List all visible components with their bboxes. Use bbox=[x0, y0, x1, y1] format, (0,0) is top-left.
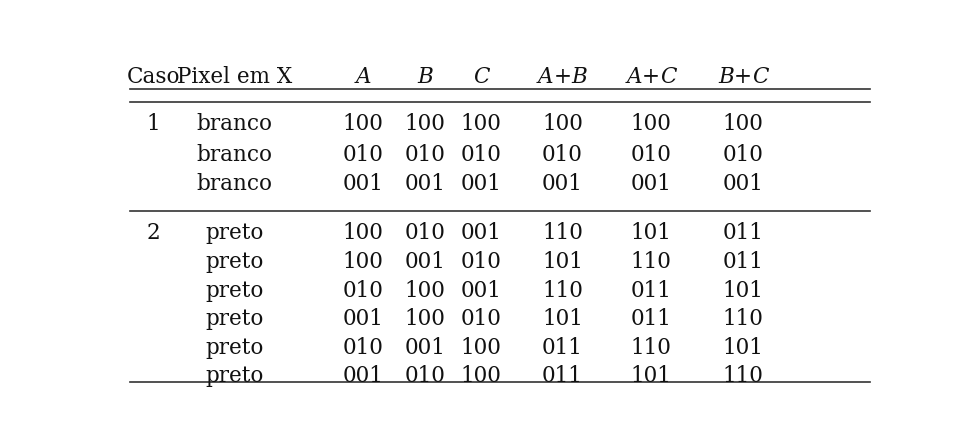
Text: A: A bbox=[537, 66, 553, 88]
Text: 100: 100 bbox=[342, 251, 383, 273]
Text: 001: 001 bbox=[404, 337, 445, 359]
Text: 001: 001 bbox=[461, 280, 501, 302]
Text: 110: 110 bbox=[542, 280, 582, 302]
Text: 010: 010 bbox=[542, 144, 582, 166]
Text: Pixel em X: Pixel em X bbox=[177, 66, 292, 88]
Text: 110: 110 bbox=[630, 251, 671, 273]
Text: 101: 101 bbox=[542, 251, 582, 273]
Text: 010: 010 bbox=[404, 365, 445, 386]
Text: 100: 100 bbox=[404, 280, 445, 302]
Text: 100: 100 bbox=[722, 113, 763, 135]
Text: preto: preto bbox=[205, 337, 264, 359]
Text: 001: 001 bbox=[342, 173, 383, 194]
Text: B: B bbox=[717, 66, 734, 88]
Text: 010: 010 bbox=[722, 144, 763, 166]
Text: 010: 010 bbox=[461, 144, 501, 166]
Text: 110: 110 bbox=[630, 337, 671, 359]
Text: Caso: Caso bbox=[126, 66, 180, 88]
Text: 010: 010 bbox=[342, 337, 383, 359]
Text: 001: 001 bbox=[461, 173, 501, 194]
Text: 001: 001 bbox=[461, 222, 501, 244]
Text: +: + bbox=[734, 66, 751, 88]
Text: 100: 100 bbox=[404, 113, 445, 135]
Text: 011: 011 bbox=[542, 365, 582, 386]
Text: 010: 010 bbox=[342, 144, 383, 166]
Text: 100: 100 bbox=[630, 113, 671, 135]
Text: +: + bbox=[553, 66, 571, 88]
Text: branco: branco bbox=[197, 144, 273, 166]
Text: 1: 1 bbox=[147, 113, 160, 135]
Text: 110: 110 bbox=[542, 222, 582, 244]
Text: 100: 100 bbox=[342, 113, 383, 135]
Text: 001: 001 bbox=[722, 173, 763, 194]
Text: 100: 100 bbox=[542, 113, 582, 135]
Text: 101: 101 bbox=[542, 309, 582, 330]
Text: preto: preto bbox=[205, 222, 264, 244]
Text: A: A bbox=[355, 66, 371, 88]
Text: 010: 010 bbox=[342, 280, 383, 302]
Text: C: C bbox=[751, 66, 768, 88]
Text: preto: preto bbox=[205, 251, 264, 273]
Text: 010: 010 bbox=[630, 144, 671, 166]
Text: 101: 101 bbox=[630, 365, 671, 386]
Text: 001: 001 bbox=[404, 173, 445, 194]
Text: C: C bbox=[659, 66, 676, 88]
Text: 100: 100 bbox=[461, 365, 501, 386]
Text: 010: 010 bbox=[461, 251, 501, 273]
Text: preto: preto bbox=[205, 365, 264, 386]
Text: 011: 011 bbox=[722, 222, 763, 244]
Text: branco: branco bbox=[197, 173, 273, 194]
Text: 001: 001 bbox=[542, 173, 582, 194]
Text: 2: 2 bbox=[147, 222, 160, 244]
Text: 101: 101 bbox=[722, 337, 763, 359]
Text: 001: 001 bbox=[404, 251, 445, 273]
Text: 100: 100 bbox=[461, 337, 501, 359]
Text: 011: 011 bbox=[542, 337, 582, 359]
Text: B: B bbox=[417, 66, 432, 88]
Text: preto: preto bbox=[205, 280, 264, 302]
Text: 011: 011 bbox=[722, 251, 763, 273]
Text: 010: 010 bbox=[404, 222, 445, 244]
Text: A: A bbox=[626, 66, 642, 88]
Text: 100: 100 bbox=[461, 113, 501, 135]
Text: preto: preto bbox=[205, 309, 264, 330]
Text: +: + bbox=[642, 66, 659, 88]
Text: 011: 011 bbox=[630, 280, 671, 302]
Text: 101: 101 bbox=[630, 222, 671, 244]
Text: branco: branco bbox=[197, 113, 273, 135]
Text: 011: 011 bbox=[630, 309, 671, 330]
Text: 001: 001 bbox=[630, 173, 671, 194]
Text: 010: 010 bbox=[461, 309, 501, 330]
Text: 101: 101 bbox=[722, 280, 763, 302]
Text: B: B bbox=[571, 66, 587, 88]
Text: 001: 001 bbox=[342, 309, 383, 330]
Text: 110: 110 bbox=[722, 365, 763, 386]
Text: 100: 100 bbox=[342, 222, 383, 244]
Text: 100: 100 bbox=[404, 309, 445, 330]
Text: 110: 110 bbox=[722, 309, 763, 330]
Text: C: C bbox=[472, 66, 489, 88]
Text: 010: 010 bbox=[404, 144, 445, 166]
Text: 001: 001 bbox=[342, 365, 383, 386]
